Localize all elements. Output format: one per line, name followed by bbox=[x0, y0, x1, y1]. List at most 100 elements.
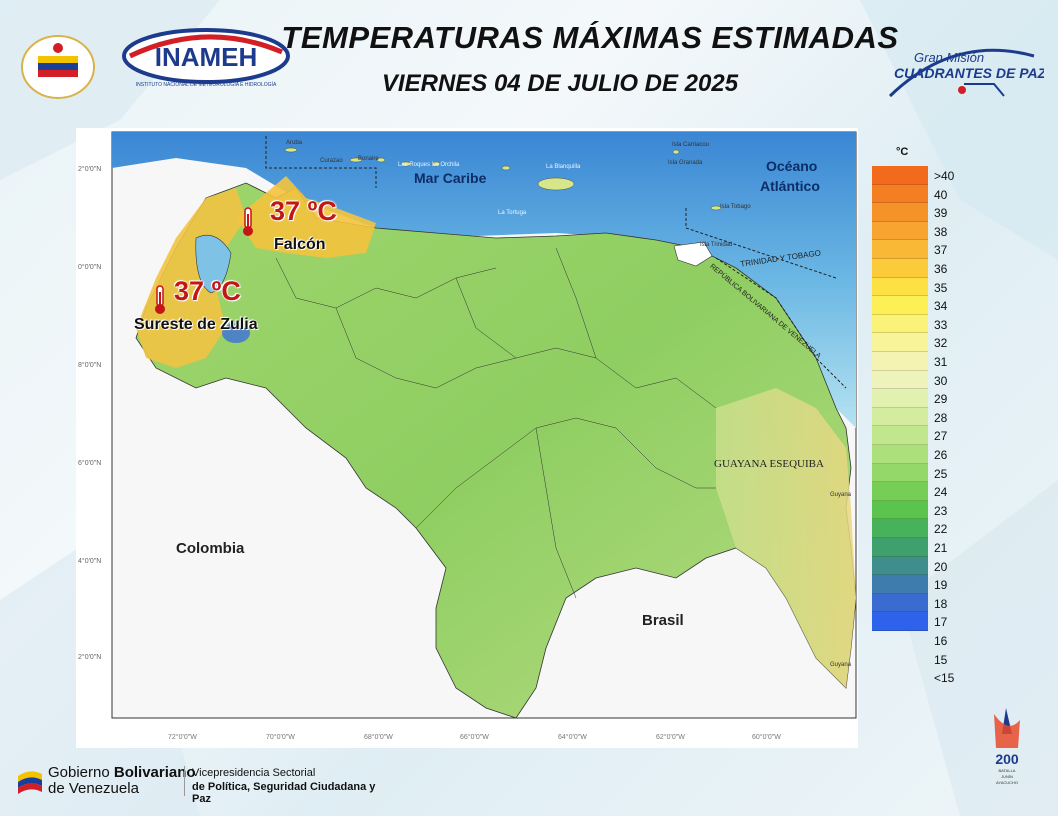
island-label-trinidad: Isla Trinidad bbox=[700, 242, 733, 248]
page-title: TEMPERATURAS MÁXIMAS ESTIMADAS bbox=[281, 20, 899, 55]
bicentennial-caption-1: BATALLA bbox=[999, 768, 1016, 773]
page-subtitle: VIERNES 04 DE JULIO DE 2025 bbox=[381, 70, 739, 97]
legend-row: 23 bbox=[872, 500, 982, 520]
legend-label: 23 bbox=[934, 503, 948, 518]
legend-row: 37 bbox=[872, 240, 982, 259]
legend-row: 22 bbox=[872, 519, 982, 538]
bicentennial-logo: 200 BATALLA JUNÍN AYACUCHO bbox=[994, 708, 1020, 785]
legend-row: 19 bbox=[872, 575, 982, 594]
island-label-tobago: Isla Tobago bbox=[720, 204, 751, 210]
legend-label: 38 bbox=[934, 224, 948, 239]
legend-label: 31 bbox=[934, 355, 948, 369]
label-guyana: Guyana bbox=[830, 492, 852, 498]
island-label-carriacou: Isla Carriacou bbox=[672, 142, 710, 148]
legend-swatch bbox=[872, 463, 928, 483]
label-oceano: Océano bbox=[766, 158, 818, 174]
legend-row: 27 bbox=[872, 426, 982, 445]
lat-label: 2°0'0"N bbox=[78, 654, 102, 661]
label-colombia: Colombia bbox=[176, 540, 245, 557]
state-borders bbox=[275, 247, 717, 599]
legend-label: 26 bbox=[934, 448, 948, 462]
legend-label: 28 bbox=[934, 410, 948, 425]
legend-row: 21 bbox=[872, 538, 982, 557]
legend-row: 35 bbox=[872, 277, 982, 297]
island-label-la-blanquilla: La Blanquilla bbox=[546, 164, 581, 170]
legend-label: >40 bbox=[934, 169, 955, 183]
legend-label: 27 bbox=[934, 429, 948, 444]
bicentennial-caption-3: AYACUCHO bbox=[996, 780, 1018, 785]
lon-label: 64°0'0"W bbox=[558, 734, 587, 741]
island-label-curazao: Curazao bbox=[320, 158, 343, 164]
legend-row: 39 bbox=[872, 203, 982, 222]
inameh-logo: INAMEH INSTITUTO NACIONAL DE METEOROLOGÍ… bbox=[122, 28, 290, 88]
legend-label: 35 bbox=[934, 280, 948, 295]
map-canvas bbox=[111, 131, 857, 719]
thermometer-icon bbox=[243, 207, 253, 236]
legend-row: 29 bbox=[872, 389, 982, 408]
legend-label: 18 bbox=[934, 596, 948, 611]
bicentennial-caption-2: JUNÍN bbox=[1001, 774, 1013, 779]
legend-row: 20 bbox=[872, 556, 982, 576]
legend-label: 32 bbox=[934, 336, 948, 351]
legend-label: 39 bbox=[934, 206, 948, 221]
legend-swatch bbox=[872, 612, 928, 631]
island-label-la-tortuga: La Tortuga bbox=[498, 210, 527, 216]
legend-row: 26 bbox=[872, 445, 982, 464]
lat-label: 6°0'0"N bbox=[78, 460, 102, 467]
legend-row: 40 bbox=[872, 184, 982, 204]
zulia-hot-zone bbox=[136, 188, 246, 368]
legend-swatch bbox=[872, 184, 928, 204]
legend-label: 37 bbox=[934, 243, 948, 258]
vice-line2: de Política, Seguridad Ciudadana y Paz bbox=[192, 781, 376, 805]
lon-label: 62°0'0"W bbox=[656, 734, 685, 741]
legend-swatch bbox=[872, 333, 928, 352]
gov-line1: Gobierno Bolivariano bbox=[48, 764, 196, 781]
ministry-emblem-logo bbox=[21, 35, 95, 99]
legend-swatch bbox=[872, 352, 928, 371]
legend-label: 17 bbox=[934, 615, 948, 630]
legend-swatch bbox=[872, 277, 928, 297]
inameh-logo-text: INAMEH bbox=[155, 42, 258, 72]
label-mar-caribe: Mar Caribe bbox=[414, 170, 487, 186]
legend-label: 40 bbox=[934, 187, 948, 202]
legend-swatch bbox=[872, 426, 928, 445]
hotspot-temp-falcon: 37 ºC bbox=[270, 196, 337, 226]
legend-swatch bbox=[872, 538, 928, 557]
legend-swatch bbox=[872, 240, 928, 259]
legend-row: 31 bbox=[872, 352, 982, 371]
venezuela-flag-icon bbox=[18, 771, 42, 794]
island-label-bonaire: Bonaire bbox=[358, 156, 379, 162]
legend-swatch bbox=[872, 203, 928, 222]
legend-label: 25 bbox=[934, 466, 948, 481]
legend-row: 38 bbox=[872, 221, 982, 241]
legend-swatch bbox=[872, 389, 928, 408]
hotspot-temp-sureste-zulia: 37 ºC bbox=[174, 276, 241, 306]
label-atlantico: Atlántico bbox=[760, 178, 820, 194]
caribbean-islands bbox=[284, 147, 722, 211]
andes-cold-spot bbox=[222, 323, 250, 343]
sea-area bbox=[112, 132, 856, 428]
legend-swatch bbox=[872, 445, 928, 464]
bicentennial-number: 200 bbox=[995, 751, 1019, 767]
trinidad-island bbox=[673, 241, 713, 267]
lat-label: 4°0'0"N bbox=[78, 558, 102, 565]
island-label-granada: Isla Granada bbox=[668, 160, 703, 166]
legend-row: 24 bbox=[872, 482, 982, 501]
legend-unit: °C bbox=[896, 146, 909, 158]
lake-maracaibo bbox=[195, 234, 232, 294]
lon-label: 66°0'0"W bbox=[460, 734, 489, 741]
legend-label: 16 bbox=[934, 634, 948, 648]
gmcp-line1: Gran Misión bbox=[914, 50, 984, 65]
legend-row: 18 bbox=[872, 593, 982, 613]
legend-swatch bbox=[872, 407, 928, 427]
location-pin-icon bbox=[958, 86, 966, 94]
legend-row: 30 bbox=[872, 370, 982, 390]
legend-label: 19 bbox=[934, 578, 948, 593]
legend-swatch bbox=[872, 314, 928, 334]
legend-row: 34 bbox=[872, 296, 982, 315]
maritime-boundaries bbox=[265, 136, 847, 389]
hotspot-region-falcon: Falcón bbox=[274, 236, 326, 253]
legend-row: >40 bbox=[872, 166, 982, 185]
lon-label: 60°0'0"W bbox=[752, 734, 781, 741]
lat-label: 8°0'0"N bbox=[78, 362, 102, 369]
